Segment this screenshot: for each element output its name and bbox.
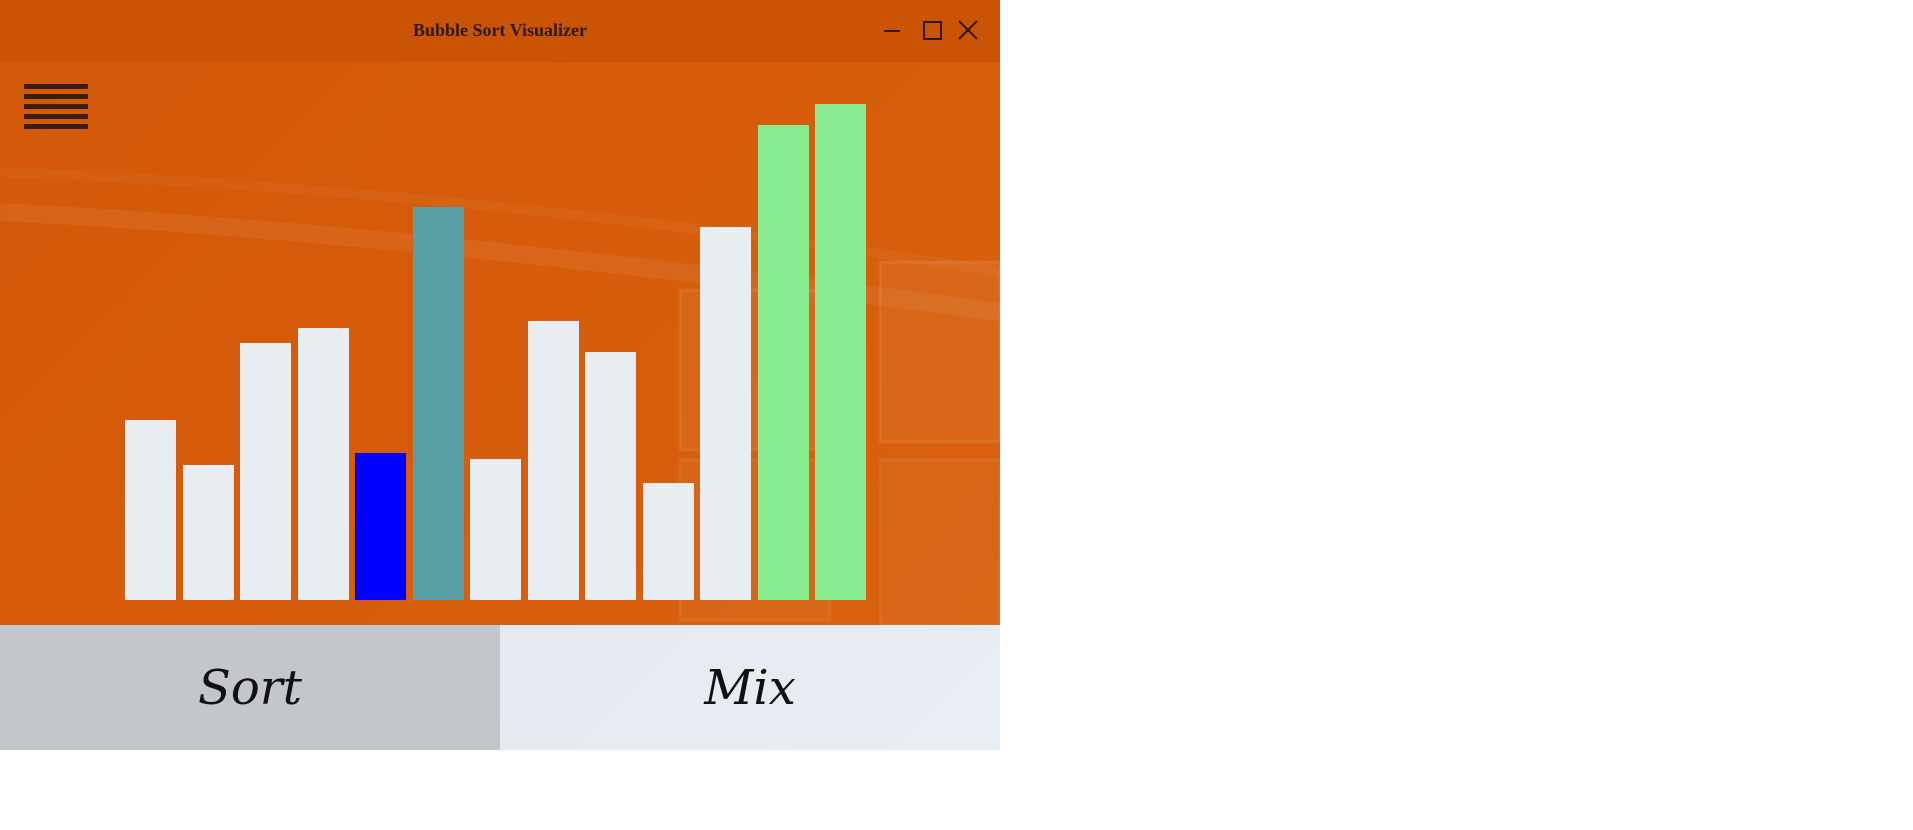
sort-bar-2 bbox=[182, 465, 234, 600]
close-icon[interactable] bbox=[954, 14, 982, 46]
sort-bar-6 bbox=[412, 207, 464, 600]
sort-bar-4 bbox=[297, 328, 349, 600]
maximize-icon[interactable] bbox=[918, 14, 946, 46]
sort-bar-5 bbox=[355, 453, 406, 600]
window-title: Bubble Sort Visualizer bbox=[412, 20, 587, 40]
app-window: Bubble Sort Visualizer bbox=[0, 0, 1000, 750]
sort-bar-12 bbox=[757, 125, 809, 600]
sort-bar-3 bbox=[240, 343, 291, 600]
title-bar[interactable]: Bubble Sort Visualizer bbox=[0, 0, 1000, 62]
sort-button[interactable]: Sort bbox=[0, 625, 500, 750]
sort-bar-13 bbox=[815, 104, 866, 600]
hamburger-menu-icon[interactable] bbox=[24, 82, 88, 130]
sort-bar-10 bbox=[642, 483, 694, 600]
sort-visualization-canvas bbox=[0, 62, 1000, 625]
sort-bar-9 bbox=[585, 352, 636, 600]
minimize-icon[interactable] bbox=[878, 14, 906, 46]
action-bar: Sort Mix bbox=[0, 625, 1000, 750]
sort-bar-8 bbox=[527, 321, 579, 600]
mix-button[interactable]: Mix bbox=[500, 625, 1000, 750]
sort-bar-7 bbox=[470, 459, 521, 600]
sort-bar-1 bbox=[125, 420, 176, 600]
sort-bar-11 bbox=[700, 227, 751, 600]
